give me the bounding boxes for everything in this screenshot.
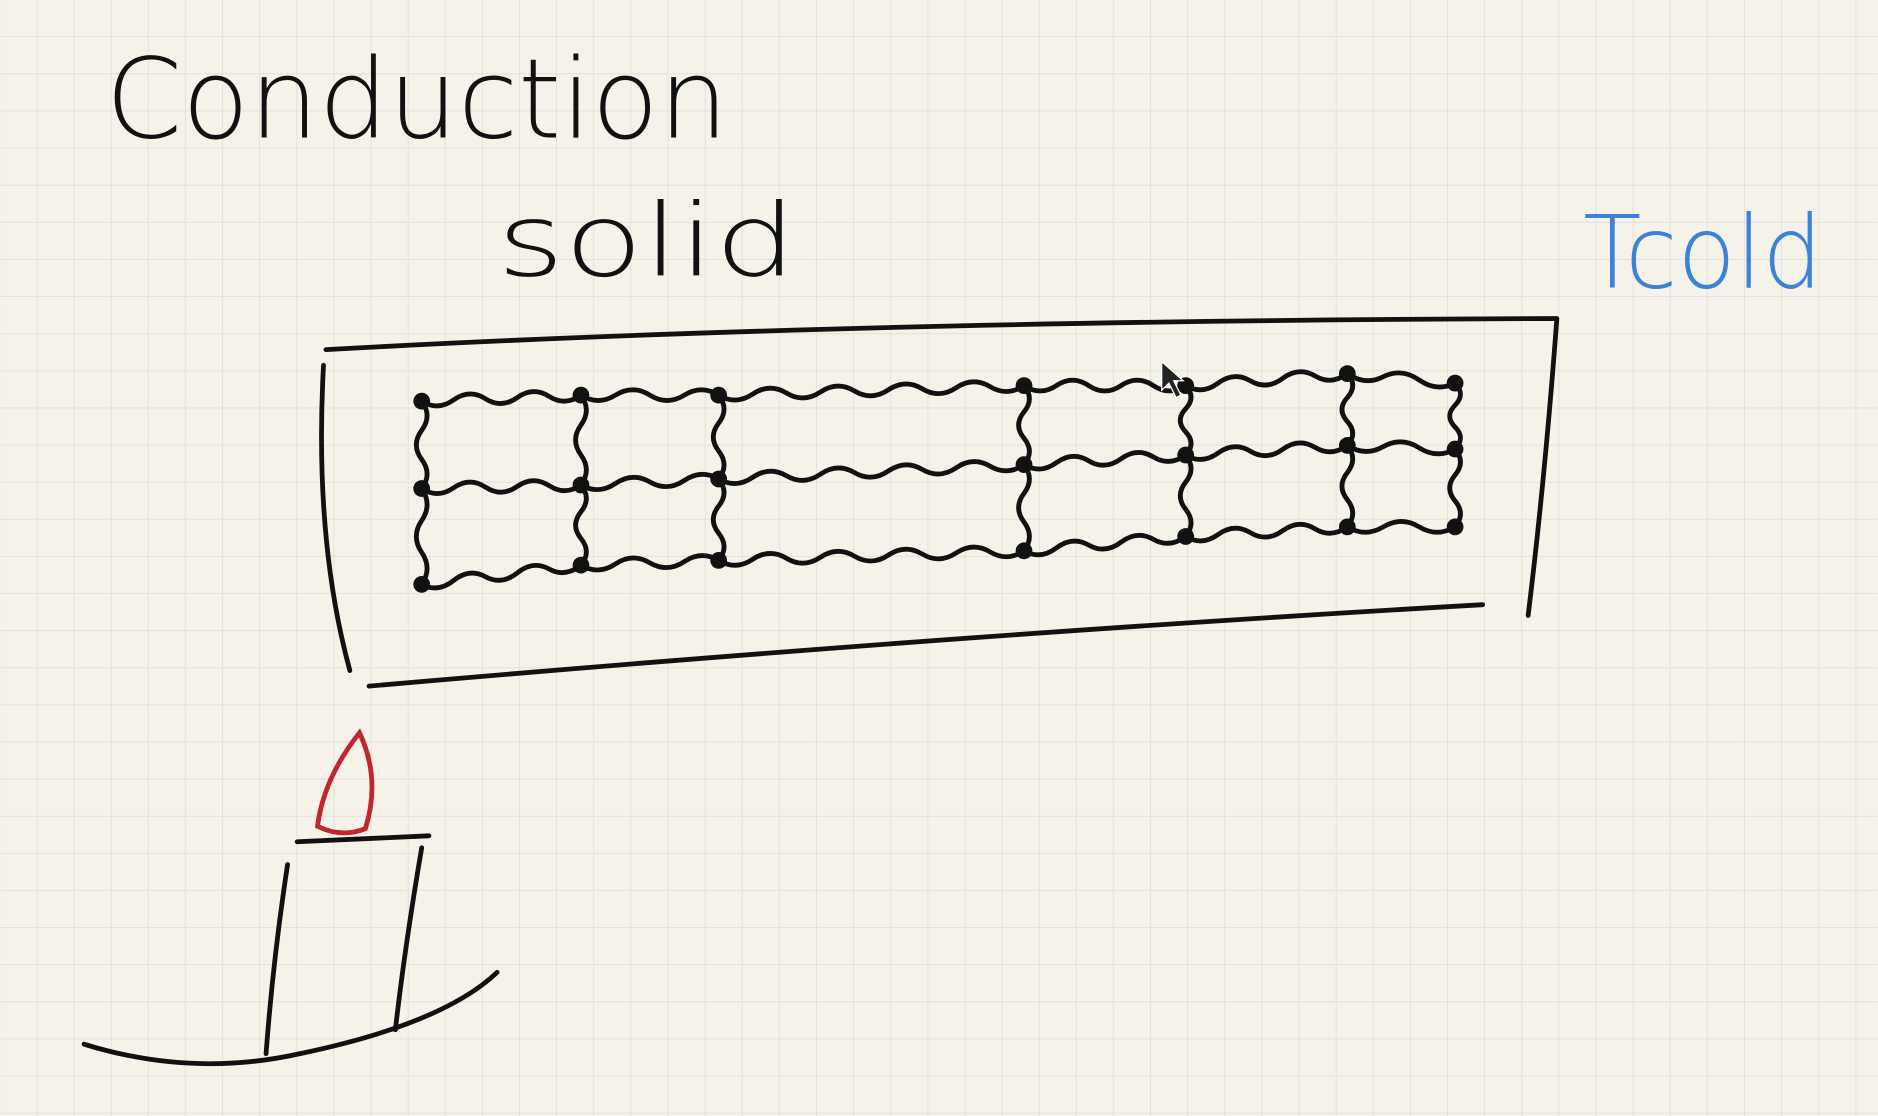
spring: [1021, 450, 1189, 472]
spring: [1447, 380, 1463, 452]
atom: [1015, 456, 1033, 473]
atom: [413, 575, 431, 593]
flame: [314, 728, 375, 836]
spring: [413, 398, 430, 491]
spring: [710, 476, 727, 563]
spring: [1447, 446, 1463, 530]
spring: [1016, 383, 1032, 467]
block-edge: [366, 602, 1486, 689]
spring: [419, 562, 584, 591]
candle-body: [263, 833, 432, 1057]
candle: [81, 728, 500, 1067]
cursor: [1161, 360, 1185, 399]
spring: [1016, 462, 1032, 554]
atom: [710, 386, 728, 404]
atom: [1338, 365, 1356, 382]
subtitle: solid: [497, 182, 796, 299]
atom: [710, 552, 728, 569]
spring: [716, 544, 1027, 568]
spring: [1177, 452, 1194, 539]
atom: [572, 386, 590, 404]
solid-block: [319, 316, 1560, 689]
spring: [1183, 521, 1350, 544]
spring: [578, 471, 722, 492]
spring: [1344, 370, 1458, 390]
atom: [1177, 446, 1195, 464]
spring: [573, 392, 589, 488]
title: Conduction: [106, 36, 729, 164]
atom: [1338, 518, 1356, 536]
spring: [1344, 519, 1458, 535]
spring: [716, 379, 1027, 403]
spring: [1183, 369, 1350, 393]
spring: [1021, 377, 1189, 394]
spring: [419, 478, 584, 496]
spring: [1177, 383, 1194, 458]
atom: [572, 476, 590, 494]
temperature-label: Tcold: [1583, 194, 1822, 311]
atom: [1338, 437, 1356, 454]
atom: [413, 392, 431, 410]
atom: [710, 470, 728, 488]
spring: [413, 486, 430, 587]
lattice: [413, 365, 1464, 593]
spring: [716, 459, 1027, 486]
spring: [578, 553, 722, 573]
spring: [573, 482, 589, 568]
atom: [1446, 374, 1464, 392]
block-edge: [319, 362, 353, 673]
atom: [572, 556, 590, 574]
spring: [1339, 443, 1356, 530]
atom: [413, 480, 431, 497]
atom: [1446, 518, 1464, 536]
spring: [1021, 532, 1189, 558]
spring: [1344, 439, 1458, 457]
spring: [578, 387, 722, 403]
atom: [1015, 542, 1033, 560]
atom: [1015, 377, 1033, 394]
atom: [1177, 528, 1195, 545]
spring: [1183, 440, 1350, 462]
spring: [419, 389, 584, 409]
candle-holder: [81, 969, 500, 1067]
block-edge: [323, 316, 1560, 618]
atom: [1446, 440, 1464, 458]
spring: [1339, 371, 1356, 448]
spring: [710, 392, 727, 482]
